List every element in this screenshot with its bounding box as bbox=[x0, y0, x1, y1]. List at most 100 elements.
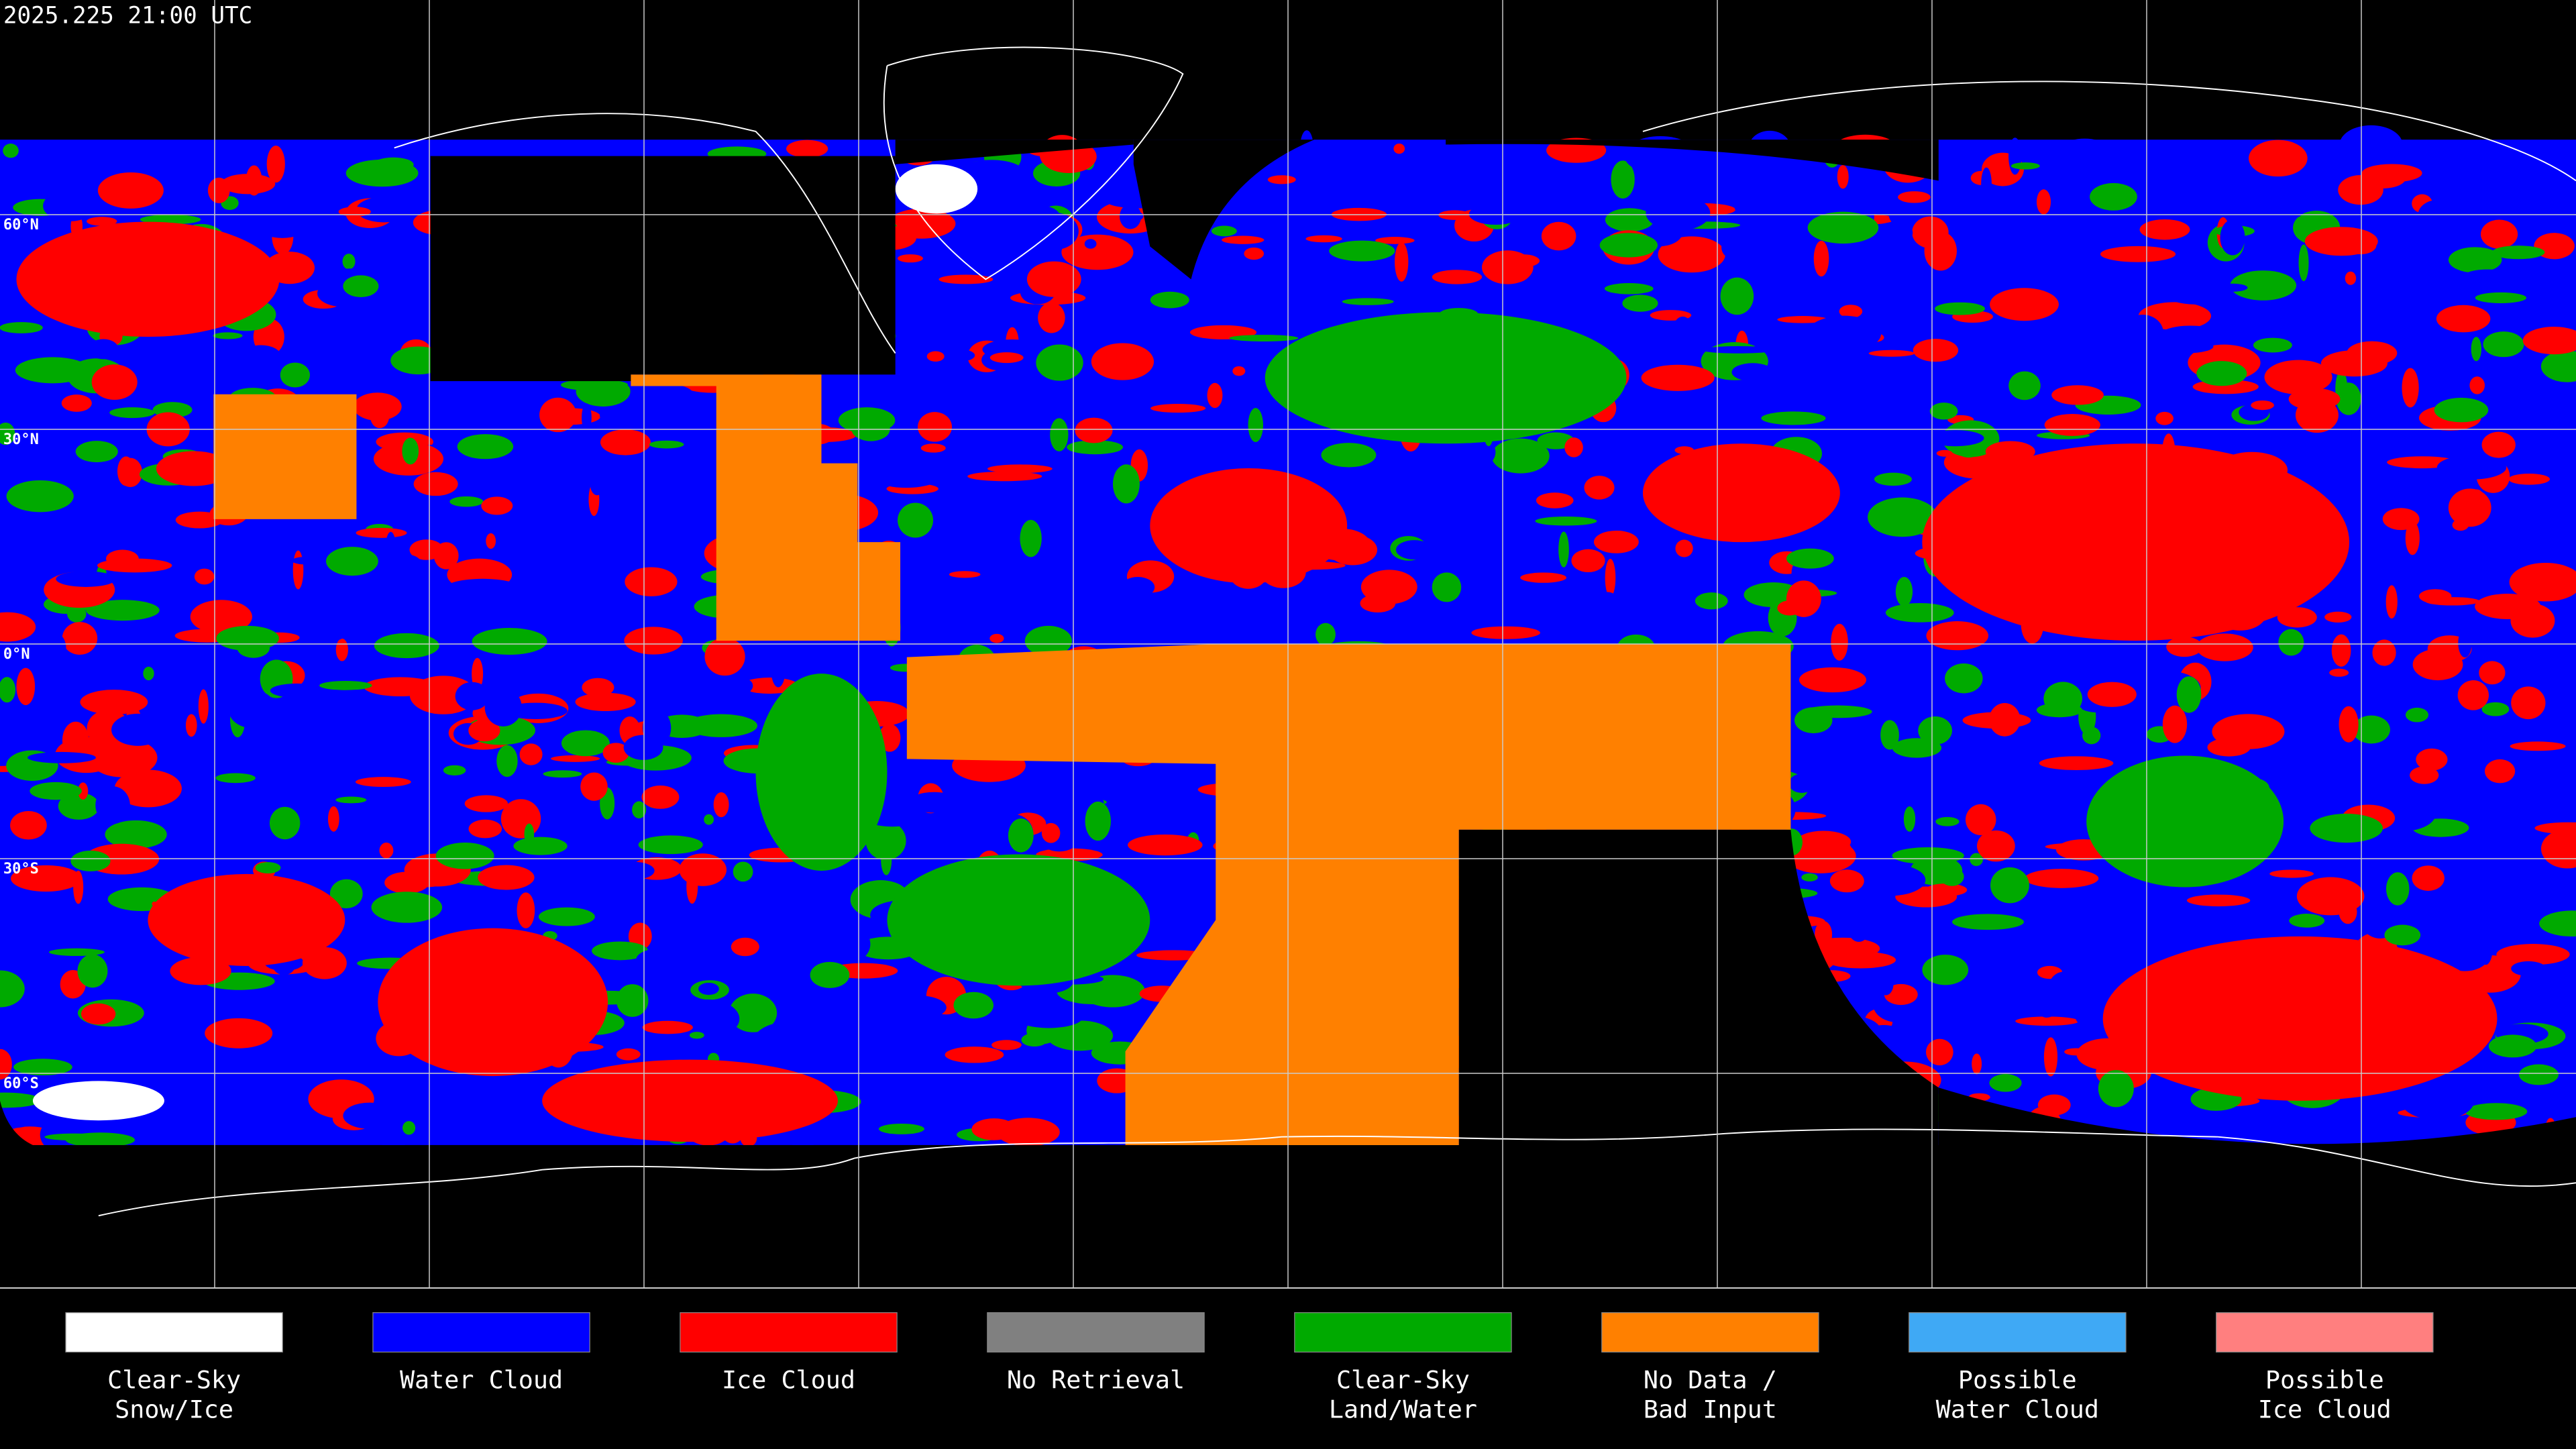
cloud-patch bbox=[1903, 806, 1916, 832]
cloud-patch bbox=[2008, 371, 2041, 400]
cloud-patch bbox=[2510, 1004, 2575, 1020]
cloud-patch bbox=[2132, 1087, 2145, 1123]
cloud-patch bbox=[2051, 337, 2113, 372]
cloud-patch bbox=[1541, 221, 1576, 251]
cloud-patch bbox=[1695, 592, 1728, 610]
cloud-patch bbox=[1731, 363, 1774, 382]
coastlines bbox=[98, 46, 2576, 1217]
legend-swatch bbox=[680, 1312, 898, 1353]
legend-label: Land/Water bbox=[1329, 1395, 1477, 1424]
cloud-patch bbox=[729, 994, 777, 1032]
cloud-patch bbox=[1046, 1020, 1114, 1051]
cloud-patch bbox=[1939, 867, 1964, 886]
cloud-patch bbox=[106, 549, 139, 568]
cloud-patch bbox=[80, 1003, 116, 1025]
cloud-patch bbox=[2412, 649, 2463, 681]
cloud-patch bbox=[1970, 853, 1983, 866]
cloud-patch bbox=[1979, 250, 2038, 282]
cloud-patch bbox=[2036, 189, 2051, 215]
cloud-patch bbox=[61, 394, 92, 412]
cloud-patch bbox=[101, 142, 168, 150]
cloud-patch bbox=[0, 450, 13, 461]
cloud-patch bbox=[2270, 184, 2302, 194]
cloud-patch bbox=[2448, 247, 2502, 273]
cloud-patch bbox=[2188, 885, 2255, 895]
cloud-patch bbox=[686, 869, 698, 904]
cloud-patch bbox=[1103, 528, 1133, 559]
cloud-patch bbox=[156, 451, 231, 486]
cloud-patch bbox=[582, 403, 592, 432]
cloud-patch bbox=[2088, 269, 2153, 282]
cloud-patch bbox=[1786, 580, 1821, 617]
cloud-patch bbox=[97, 172, 164, 209]
cloud-patch bbox=[513, 648, 574, 673]
cloud-patch bbox=[2087, 682, 2137, 707]
cloud-patch bbox=[1631, 323, 1676, 350]
cloud-patch bbox=[1868, 350, 1915, 357]
cloud-patch bbox=[918, 412, 953, 442]
cloud-patch bbox=[30, 782, 82, 800]
cloud-patch bbox=[1786, 548, 1834, 569]
cloud-patch bbox=[1605, 559, 1616, 597]
ice-cloud-area bbox=[1642, 443, 1840, 543]
cloud-patch bbox=[215, 773, 256, 784]
cloud-patch bbox=[590, 475, 604, 496]
cloud-patch bbox=[777, 1038, 843, 1052]
cloud-patch bbox=[1211, 225, 1237, 237]
cloud-patch bbox=[372, 276, 413, 300]
cloud-patch bbox=[342, 254, 356, 270]
cloud-patch bbox=[1673, 316, 1693, 341]
legend-swatch bbox=[987, 1312, 1205, 1353]
no-data bbox=[213, 374, 1791, 1145]
cloud-patch bbox=[2277, 607, 2317, 628]
cloud-patch bbox=[1622, 294, 1658, 312]
cloud-patch bbox=[2155, 411, 2174, 425]
cloud-patch bbox=[638, 835, 703, 855]
no-coverage-area bbox=[1458, 829, 1939, 1150]
cloud-patch bbox=[397, 794, 443, 804]
cloud-patch bbox=[1839, 305, 1863, 319]
cloud-patch bbox=[1884, 983, 1918, 1006]
cloud-patch bbox=[2508, 473, 2551, 485]
cloud-patch bbox=[321, 268, 392, 276]
cloud-patch bbox=[2044, 413, 2100, 436]
ice-cloud-area bbox=[1150, 468, 1348, 584]
cloud-patch bbox=[1151, 789, 1201, 815]
legend-swatch bbox=[372, 1312, 590, 1353]
cloud-patch bbox=[335, 796, 367, 804]
cloud-patch bbox=[269, 806, 301, 840]
cloud-patch bbox=[1091, 343, 1155, 380]
cloud-patch bbox=[1641, 364, 1715, 391]
cloud-patch bbox=[2298, 244, 2309, 282]
cloud-patch bbox=[2402, 368, 2419, 408]
cloud-patch bbox=[1084, 239, 1097, 249]
cloud-patch bbox=[259, 217, 306, 238]
cloud-patch bbox=[220, 1131, 268, 1139]
cloud-patch bbox=[443, 765, 466, 775]
cloud-patch bbox=[525, 476, 586, 511]
cloud-patch bbox=[2278, 629, 2304, 656]
cloud-patch bbox=[329, 879, 363, 909]
cloud-patch bbox=[625, 567, 678, 596]
cloud-patch bbox=[2139, 219, 2190, 240]
cloud-patch bbox=[1987, 402, 2002, 412]
cloud-patch bbox=[944, 349, 975, 362]
cloud-patch bbox=[2220, 219, 2245, 256]
cloud-patch bbox=[371, 892, 443, 923]
cloud-patch bbox=[1006, 575, 1067, 602]
cloud-patch bbox=[1395, 241, 1409, 282]
cloud-patch bbox=[1925, 1038, 1953, 1066]
cloud-patch bbox=[2385, 585, 2398, 619]
cloud-patch bbox=[2072, 645, 2127, 665]
cloud-patch bbox=[280, 362, 311, 388]
cloud-patch bbox=[989, 633, 1004, 643]
cloud-patch bbox=[582, 678, 614, 697]
legend-label: Possible bbox=[1958, 1365, 2077, 1394]
cloud-patch bbox=[1926, 430, 1984, 447]
cloud-patch bbox=[2488, 1034, 2537, 1058]
cloud-patch bbox=[1080, 975, 1145, 1008]
cloud-patch bbox=[120, 368, 195, 380]
cloud-patch bbox=[642, 1020, 693, 1034]
cloud-patch bbox=[1041, 822, 1061, 843]
cloud-patch bbox=[446, 618, 457, 655]
